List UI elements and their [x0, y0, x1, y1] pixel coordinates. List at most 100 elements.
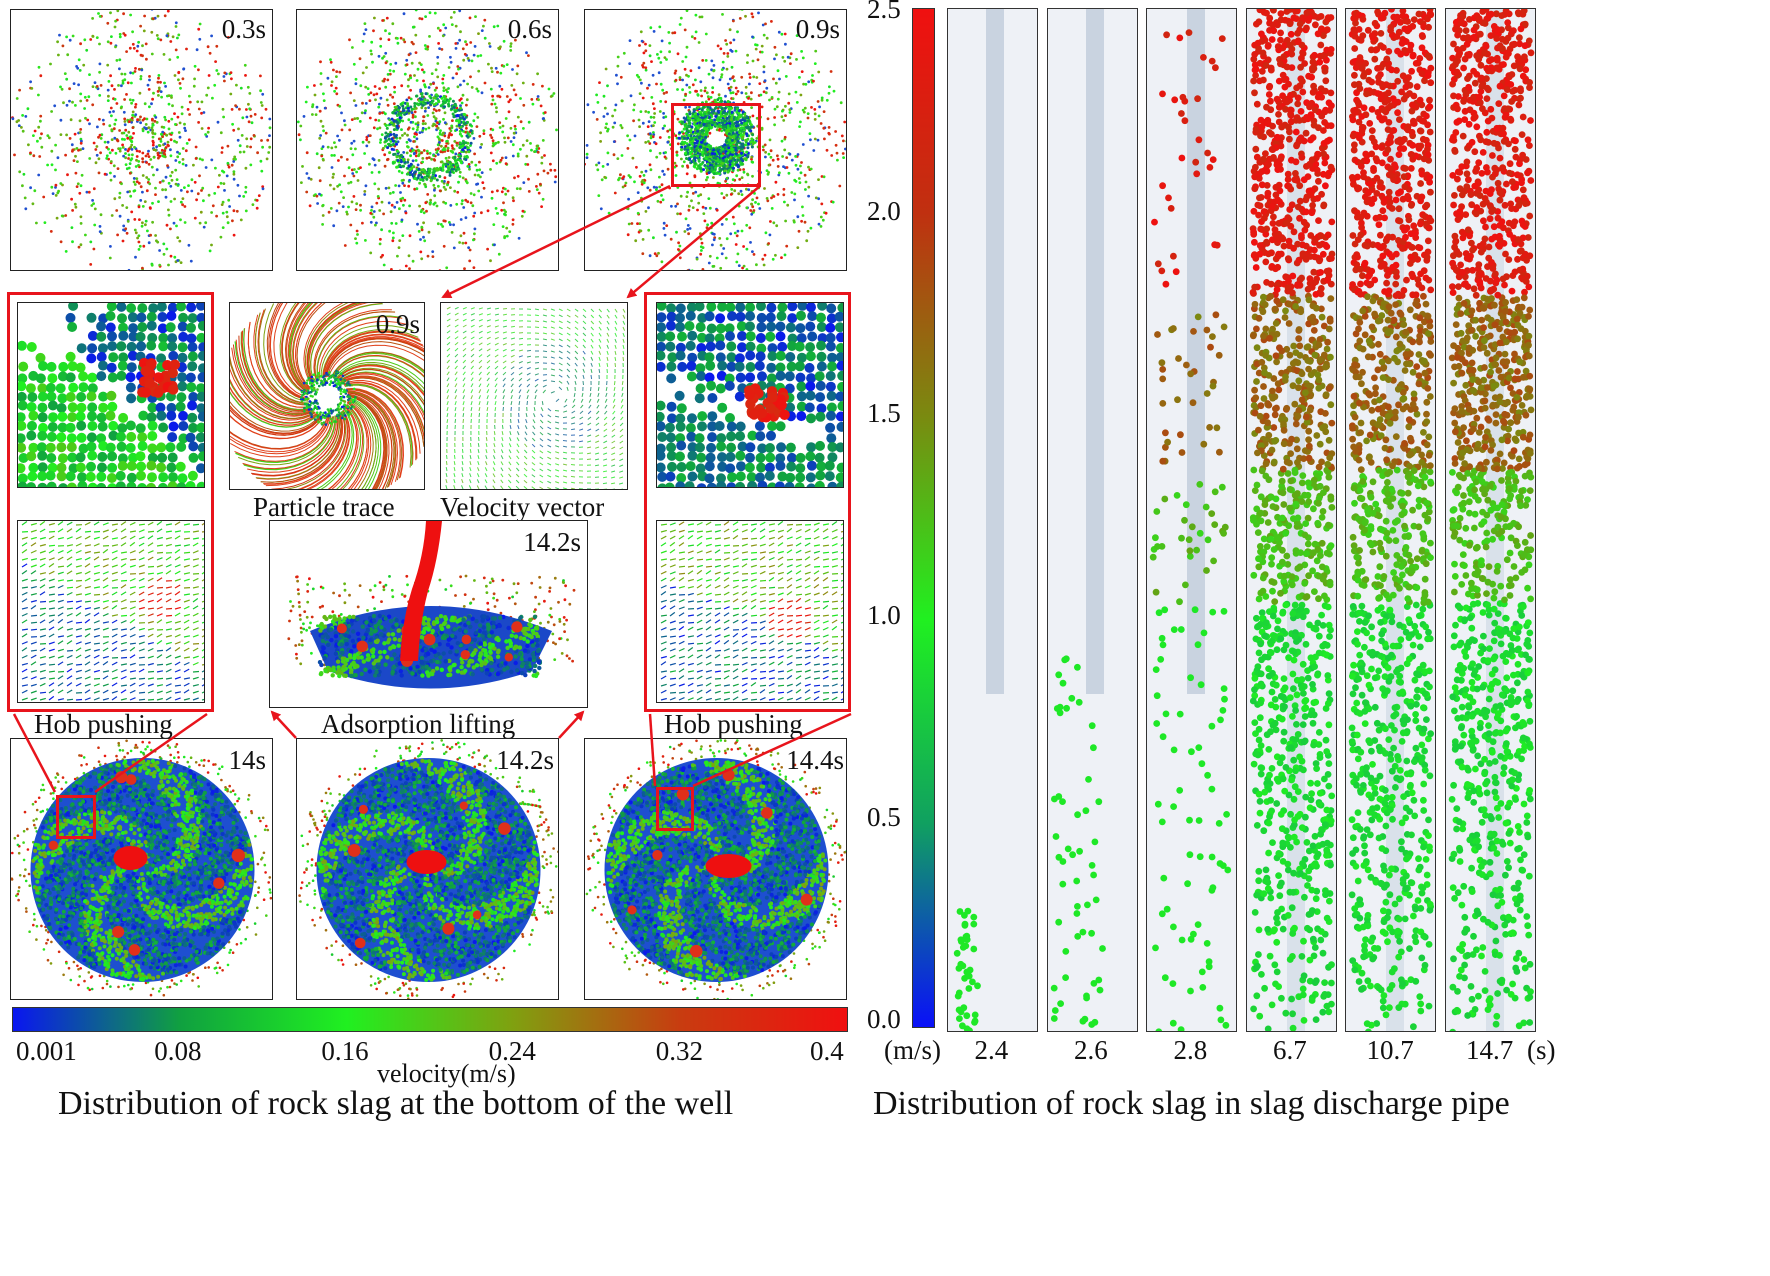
particle [260, 169, 264, 173]
particle [125, 231, 129, 235]
particle [520, 214, 524, 218]
particle [660, 39, 664, 43]
particle [703, 148, 707, 151]
particle [454, 42, 458, 45]
particle [717, 93, 721, 97]
particle [820, 96, 824, 100]
particle [129, 194, 133, 198]
particle [351, 172, 355, 175]
particle [65, 372, 76, 383]
particle [489, 87, 493, 91]
particle [694, 127, 698, 131]
particle [420, 175, 424, 179]
particle [96, 331, 107, 342]
particle [64, 214, 68, 217]
particle [698, 152, 702, 156]
particle [130, 143, 134, 147]
particle [703, 119, 707, 123]
particle [194, 157, 198, 160]
particle [659, 50, 663, 54]
particle [400, 171, 404, 175]
particle [756, 58, 760, 62]
particle [793, 198, 796, 202]
particle [383, 164, 387, 168]
particle [109, 245, 112, 248]
particle [713, 118, 717, 122]
particle [178, 331, 189, 342]
particle [135, 177, 139, 181]
particle [776, 97, 780, 101]
particle [147, 402, 158, 413]
particle [426, 101, 430, 105]
particle [806, 116, 810, 120]
particle [64, 153, 67, 157]
particle [695, 89, 698, 93]
particle [829, 70, 833, 73]
particle [654, 142, 658, 146]
particle [36, 442, 47, 453]
particle [452, 10, 456, 14]
particle [464, 198, 468, 202]
particle [396, 140, 400, 144]
particle [338, 183, 341, 187]
particle [177, 71, 181, 75]
particle [425, 209, 428, 213]
particle [635, 73, 639, 77]
particle [93, 81, 97, 84]
particle [552, 92, 556, 95]
particle [446, 180, 450, 184]
particle [75, 362, 86, 373]
particle [106, 390, 117, 401]
particle [780, 139, 784, 143]
particle [410, 107, 414, 111]
hob-particle-image [18, 303, 204, 487]
particle [505, 234, 509, 238]
particle [391, 95, 395, 99]
particle [402, 164, 405, 168]
particle [79, 141, 83, 145]
particle [336, 134, 339, 138]
particle [172, 221, 176, 225]
particle [108, 420, 119, 431]
particle [812, 149, 816, 152]
particle [118, 352, 129, 363]
particle [37, 471, 48, 482]
particle [676, 202, 679, 206]
particle [785, 156, 789, 160]
particle [807, 194, 810, 198]
particle [666, 129, 670, 133]
particle [406, 133, 409, 137]
particle [466, 165, 470, 168]
particle [421, 126, 425, 130]
particle [395, 124, 399, 128]
particle [487, 62, 490, 66]
particle [75, 65, 78, 68]
particle [381, 19, 384, 22]
particle [157, 86, 161, 90]
particle [130, 210, 134, 214]
particle [841, 152, 845, 155]
particle [231, 122, 235, 126]
particle [686, 129, 690, 133]
particle [109, 160, 113, 163]
particle [431, 99, 435, 103]
particle [65, 351, 76, 362]
particle [801, 56, 805, 60]
particle [704, 166, 708, 170]
particle [208, 249, 212, 253]
particle [343, 119, 346, 123]
particle [232, 177, 236, 181]
particle [773, 123, 776, 127]
particle [127, 350, 138, 361]
particle [129, 71, 132, 75]
particle [238, 144, 242, 148]
particle [168, 350, 179, 361]
particle [712, 69, 715, 73]
particle [772, 221, 776, 225]
particle [445, 140, 448, 143]
particle [315, 194, 319, 198]
particle [503, 136, 506, 140]
particle [184, 129, 187, 132]
particle [443, 101, 447, 104]
particle [389, 140, 393, 143]
